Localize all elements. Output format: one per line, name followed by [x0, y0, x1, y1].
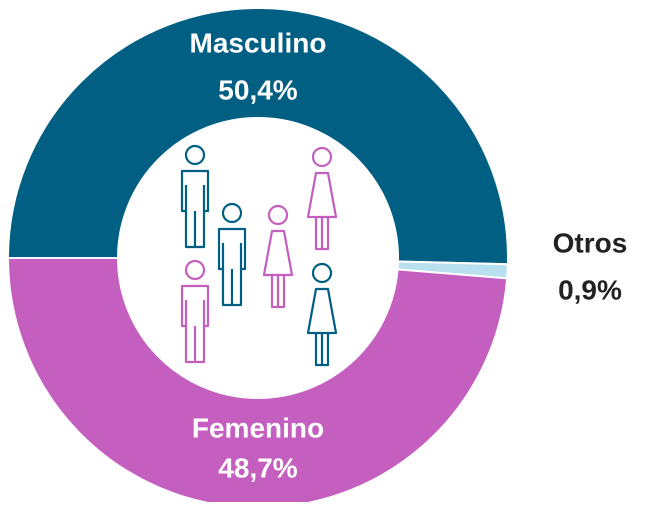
category-label: Masculino: [190, 27, 327, 58]
female-icon: [262, 204, 294, 309]
donut-slice: [6, 7, 509, 266]
female-icon: [306, 262, 338, 367]
male-icon: [180, 259, 210, 364]
value-label: 48,7%: [218, 452, 297, 483]
male-icon: [180, 144, 210, 249]
donut: [6, 7, 509, 507]
female-icon: [306, 146, 338, 251]
category-label: Femenino: [192, 412, 324, 443]
value-label: 50,4%: [218, 74, 297, 105]
male-icon: [217, 202, 247, 307]
value-label: 0,9%: [558, 274, 622, 305]
donut-slice: [6, 257, 509, 507]
people-illustration: [180, 144, 338, 367]
category-label: Otros: [553, 227, 628, 258]
